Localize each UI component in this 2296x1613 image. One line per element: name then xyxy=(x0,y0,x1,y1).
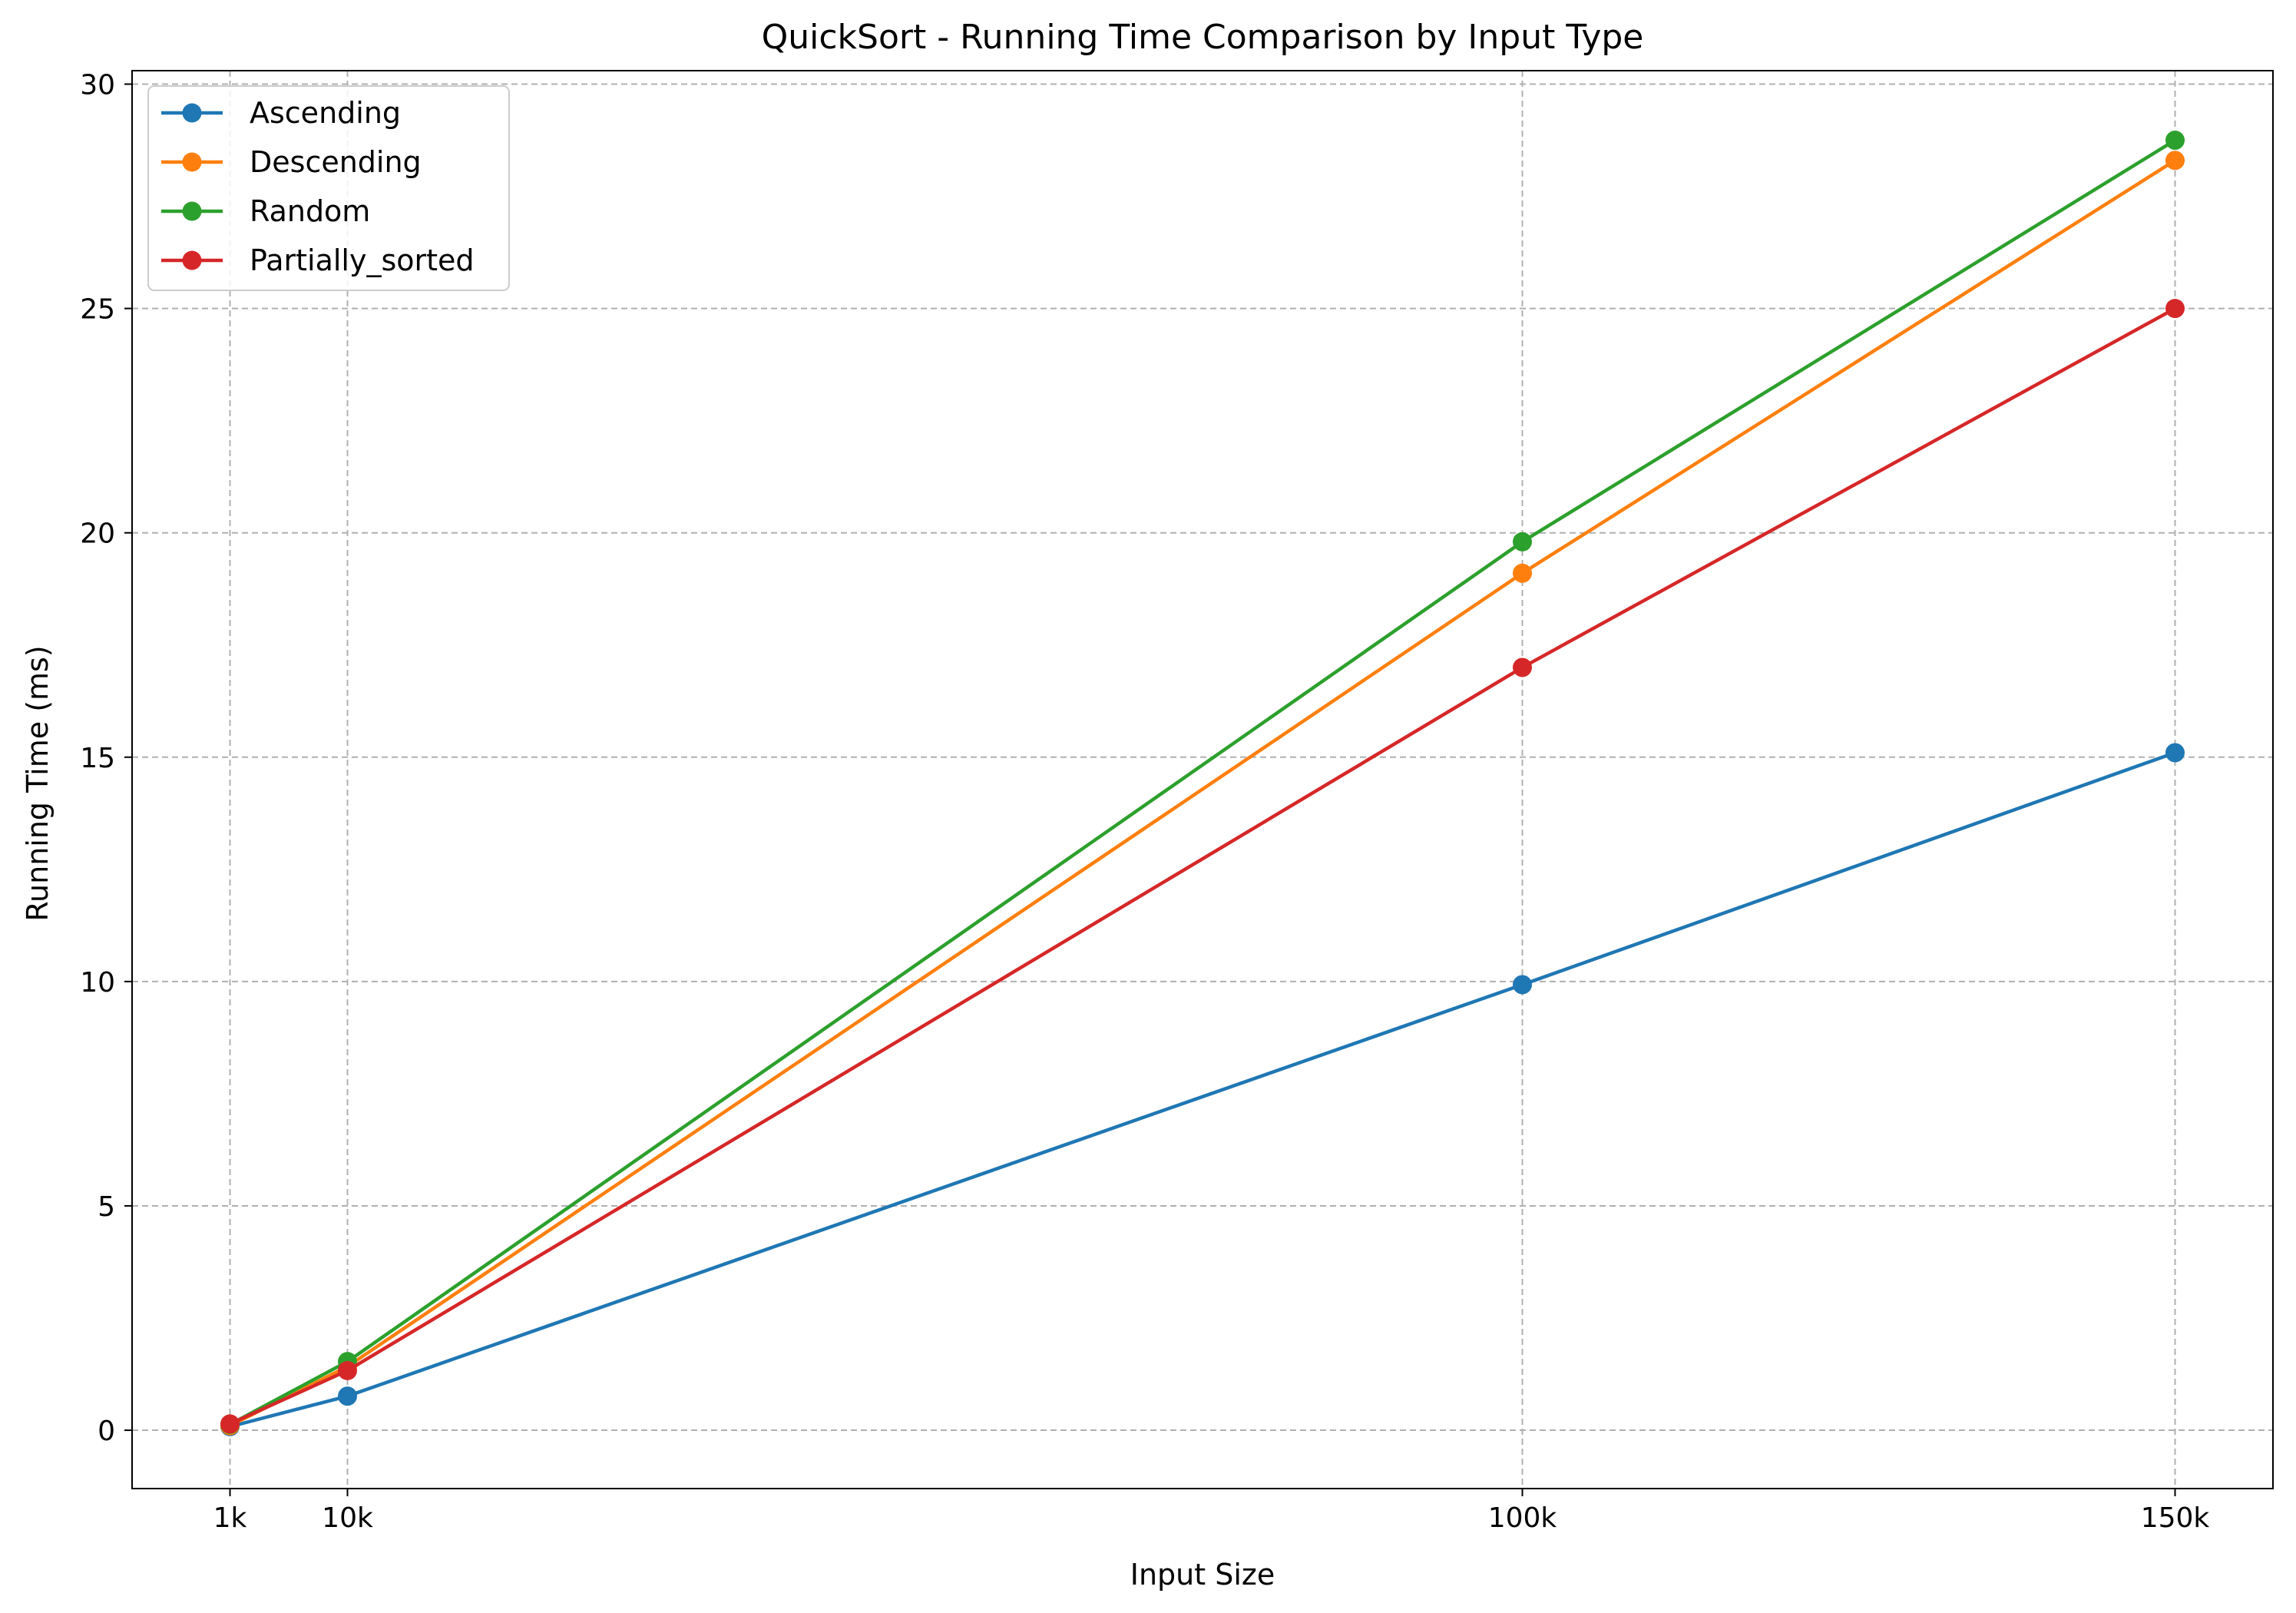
legend-item: Descending xyxy=(161,145,422,179)
legend: Ascending Descending Random Partially_sorte… xyxy=(147,85,510,291)
data-point xyxy=(220,1414,240,1434)
legend-label: Descending xyxy=(250,145,422,179)
x-axis-label: Input Size xyxy=(1130,1558,1275,1591)
chart-title: QuickSort - Running Time Comparison by I… xyxy=(762,18,1644,57)
y-tick-label: 10 xyxy=(80,967,115,999)
y-axis-label: Running Time (ms) xyxy=(21,645,55,921)
legend-label: Ascending xyxy=(250,96,401,130)
data-point xyxy=(338,1360,357,1380)
x-tick-label: 100k xyxy=(1488,1502,1557,1534)
y-tick-label: 0 xyxy=(98,1416,115,1447)
data-point xyxy=(338,1386,357,1406)
x-tick-label: 10k xyxy=(322,1502,373,1534)
data-point xyxy=(2165,131,2185,151)
tick-layer: 1k 10k 100k 150k 0 5 10 15 20 25 30 xyxy=(80,70,2209,1534)
legend-label: Random xyxy=(250,194,370,228)
x-tick-label: 1k xyxy=(213,1502,247,1534)
data-point xyxy=(2165,743,2185,763)
y-tick-label: 30 xyxy=(80,70,115,101)
series-partially-sorted xyxy=(220,299,2185,1434)
legend-marker xyxy=(182,201,202,221)
legend-marker xyxy=(182,152,202,172)
grid-layer xyxy=(132,71,2273,1489)
y-tick-label: 20 xyxy=(80,518,115,550)
plot-frame xyxy=(131,70,2274,1489)
legend-item: Partially_sorted xyxy=(161,243,475,277)
series-line xyxy=(229,138,2176,1426)
series-line xyxy=(229,750,2176,1429)
data-point xyxy=(1513,975,1532,995)
data-point xyxy=(2165,151,2185,171)
legend-box xyxy=(147,85,510,291)
series-line xyxy=(229,306,2176,1426)
x-tick-label: 150k xyxy=(2141,1502,2210,1534)
data-point xyxy=(1513,657,1532,677)
data-point xyxy=(1513,532,1532,551)
legend-marker xyxy=(182,103,202,123)
data-point xyxy=(1513,563,1532,583)
legend-marker xyxy=(182,250,202,270)
legend-item: Ascending xyxy=(161,96,401,130)
y-tick-label: 15 xyxy=(80,743,115,774)
y-tick-label: 5 xyxy=(98,1191,115,1223)
legend-item: Random xyxy=(161,194,370,228)
y-tick-label: 25 xyxy=(80,294,115,326)
data-point xyxy=(2165,299,2185,319)
legend-label: Partially_sorted xyxy=(250,243,475,277)
series-layer xyxy=(220,131,2185,1436)
